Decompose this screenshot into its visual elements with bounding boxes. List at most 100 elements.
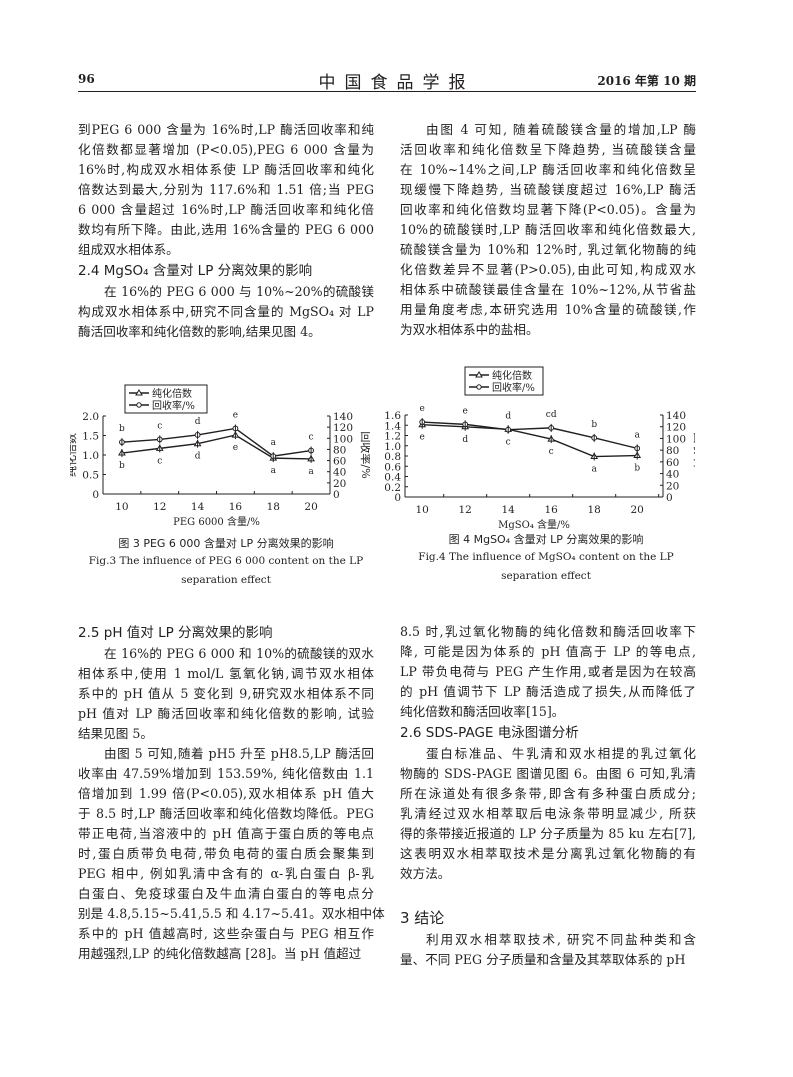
y-tick-label: 0 (394, 492, 401, 504)
y-tick-label: 2.0 (82, 411, 99, 423)
x-tick-label: 18 (267, 501, 280, 513)
paragraph-line: 用量角度考虑,本研究选用 10%含量的硫酸镁,作 (400, 302, 696, 317)
significance-letter: e (463, 406, 468, 416)
y-tick-label: 1.5 (82, 431, 99, 443)
left-column-top: 到PEG 6 000 含量为 16%时,LP 酶活回收率和纯 化倍数都显著增加 (… (78, 120, 374, 342)
legend-label: 回收率/% (152, 399, 195, 412)
significance-letter: c (157, 421, 162, 431)
x-axis-label: MgSO₄ 含量/% (498, 518, 570, 531)
significance-letter: a (635, 430, 641, 440)
paragraph-line: 用越强烈,LP 的纯化倍数越高 [28]。当 pH 值超过 (78, 946, 362, 961)
paragraph-line: 系中的 pH 值越高时, 这些杂蛋白与 PEG 相互作 (78, 926, 374, 941)
figure-3-caption-en-2: separation effect (181, 574, 271, 586)
y2-tick-label: 120 (666, 422, 686, 434)
significance-letter: d (195, 452, 201, 462)
paragraph-line: 倍增加到 1.99 倍(P<0.05),双水相体系 pH 值大 (78, 786, 374, 801)
series-line-1 (422, 421, 638, 450)
page-number: 96 (78, 72, 95, 86)
x-tick-label: 20 (304, 501, 317, 513)
legend-circle-marker (476, 384, 482, 390)
y-tick-label: 0 (92, 489, 99, 501)
paragraph-line: 纯化倍数和酶活回收率[15]。 (400, 704, 565, 719)
y2-tick-label: 40 (666, 469, 679, 481)
right-column-bottom: 8.5 时,乳过氧化物酶的纯化倍数和酶活回收率下 降, 可能是因为体系的 pH 值… (400, 622, 696, 970)
paragraph-line: 系中的 pH 值从 5 变化到 9,研究双水相体系不同 (78, 686, 374, 701)
paragraph-line: 酶活回收率和纯化倍数的影响,结果见图 4。 (78, 324, 321, 339)
paragraph-line: 6 000 含量超过 16%时,LP 酶活回收率和纯化倍 (78, 202, 374, 217)
y-tick-label: 0.6 (385, 461, 401, 473)
significance-letter: b (119, 461, 125, 471)
significance-letter: c (309, 433, 314, 443)
y2-tick-label: 20 (333, 478, 346, 490)
figure-3-caption-en: Fig.3 The influence of PEG 6 000 content… (88, 555, 364, 567)
y-axis-label: 纯化倍数 (70, 433, 78, 477)
y-tick-label: 0.4 (385, 472, 401, 484)
x-tick-label: 10 (115, 501, 128, 513)
x-tick-label: 12 (153, 501, 166, 513)
paragraph-line: 效方法。 (400, 866, 451, 881)
section-heading: 2.6 SDS-PAGE 电泳图谱分析 (400, 725, 579, 741)
x-tick-label: 12 (459, 504, 472, 516)
y2-tick-label: 40 (333, 467, 346, 479)
paragraph-line: 数均有所下降。由此,选用 16%含量的 PEG 6 000 (78, 222, 374, 237)
y2-axis-label: 回收率/% (692, 432, 695, 479)
x-tick-label: 10 (416, 504, 429, 516)
significance-letter: c (157, 456, 162, 466)
legend-triangle-marker (475, 371, 483, 378)
x-tick-label: 16 (229, 501, 243, 513)
significance-letter: a (271, 466, 277, 476)
significance-letter: b (119, 424, 125, 434)
paragraph-line: LP 带负电荷与 PEG 产生作用,或者是因为在较高 (400, 664, 696, 679)
x-tick-label: 18 (588, 504, 601, 516)
y2-tick-label: 140 (666, 410, 686, 422)
paragraph-line: 别是 4.8,5.15~5.41,5.5 和 4.17~5.41。双水相中体 (78, 906, 385, 921)
journal-title: 中国食品学报 (318, 73, 475, 93)
series-line-1 (121, 427, 312, 457)
y2-tick-label: 80 (333, 444, 346, 456)
y2-axis-label: 回收率/% (359, 431, 370, 478)
paragraph-line: 相体系中硫酸镁最佳含量在 10%~12%,从节省盐 (400, 282, 696, 297)
paragraph-line: 到PEG 6 000 含量为 16%时,LP 酶活回收率和纯 (78, 122, 374, 137)
y2-tick-label: 0 (666, 492, 673, 504)
significance-letter: a (271, 438, 277, 448)
y2-tick-label: 100 (333, 433, 353, 445)
series-line-0 (422, 424, 638, 458)
paragraph-line: 收率由 47.59%增加到 153.59%, 纯化倍数由 1.1 (78, 766, 374, 781)
significance-letter: d (195, 417, 201, 427)
x-tick-label: 14 (191, 501, 205, 513)
paragraph-line: 构成双水相体系中,研究不同含量的 MgSO₄ 对 LP (78, 304, 374, 319)
legend-label: 纯化倍数 (492, 369, 532, 382)
series-line-0 (121, 434, 312, 460)
y-tick-label: 1.6 (385, 410, 401, 422)
paragraph-line: 化倍数都显著增加 (P<0.05),PEG 6 000 含量为 (78, 142, 374, 157)
paragraph-line: pH 值对 LP 酶活回收率和纯化倍数的影响, 试验 (78, 706, 374, 721)
y2-tick-label: 120 (333, 422, 353, 434)
significance-letter: d (462, 435, 468, 445)
figure-4-caption-en: Fig.4 The influence of MgSO₄ content on … (418, 551, 674, 563)
y-tick-label: 0.8 (385, 451, 401, 463)
paragraph-line: 10%的硫酸镁时,LP 酶活回收率和纯化倍数最大, (400, 222, 696, 237)
paragraph-line: 白蛋白、免疫球蛋白及牛血清白蛋白的等电点分 (78, 886, 374, 901)
legend-label: 回收率/% (492, 381, 535, 394)
y2-tick-label: 100 (666, 433, 686, 445)
figure-4-caption-cn: 图 4 MgSO₄ 含量对 LP 分离效果的影响 (448, 533, 644, 546)
paragraph-line: 活回收率和纯化倍数呈下降趋势, 当硫酸镁含量 (400, 142, 696, 157)
left-column-bottom: 2.5 pH 值对 LP 分离效果的影响在 16%的 PEG 6 000 和 1… (78, 622, 385, 964)
significance-letter: cd (546, 410, 557, 420)
significance-letter: e (233, 443, 238, 453)
paragraph-line: 的 pH 值调节下 LP 酶活造成了损失,从而降低了 (400, 684, 696, 699)
significance-letter: b (591, 420, 597, 430)
paragraph-line: 量、不同 PEG 分子质量和含量及其萃取体系的 pH (400, 952, 686, 967)
issue-label: 2016 年第 10 期 (597, 74, 696, 88)
paragraph-line: 8.5 时,乳过氧化物酶的纯化倍数和酶活回收率下 (400, 624, 696, 639)
paragraph-line: 物酶的 SDS-PAGE 图谱见图 6。由图 6 可知,乳清 (400, 766, 696, 781)
significance-letter: c (549, 447, 554, 457)
y-tick-label: 1.4 (385, 420, 401, 432)
paragraph-line: PEG 相中, 例如乳清中含有的 α-乳白蛋白 β-乳 (78, 866, 374, 881)
section-heading: 2.5 pH 值对 LP 分离效果的影响 (78, 625, 273, 641)
y2-tick-label: 60 (666, 457, 679, 469)
x-axis-label: PEG 6000 含量/% (173, 515, 260, 528)
section-heading: 3 结论 (400, 909, 445, 927)
y-tick-label: 0.2 (385, 482, 401, 494)
y-tick-label: 0.5 (82, 470, 99, 482)
